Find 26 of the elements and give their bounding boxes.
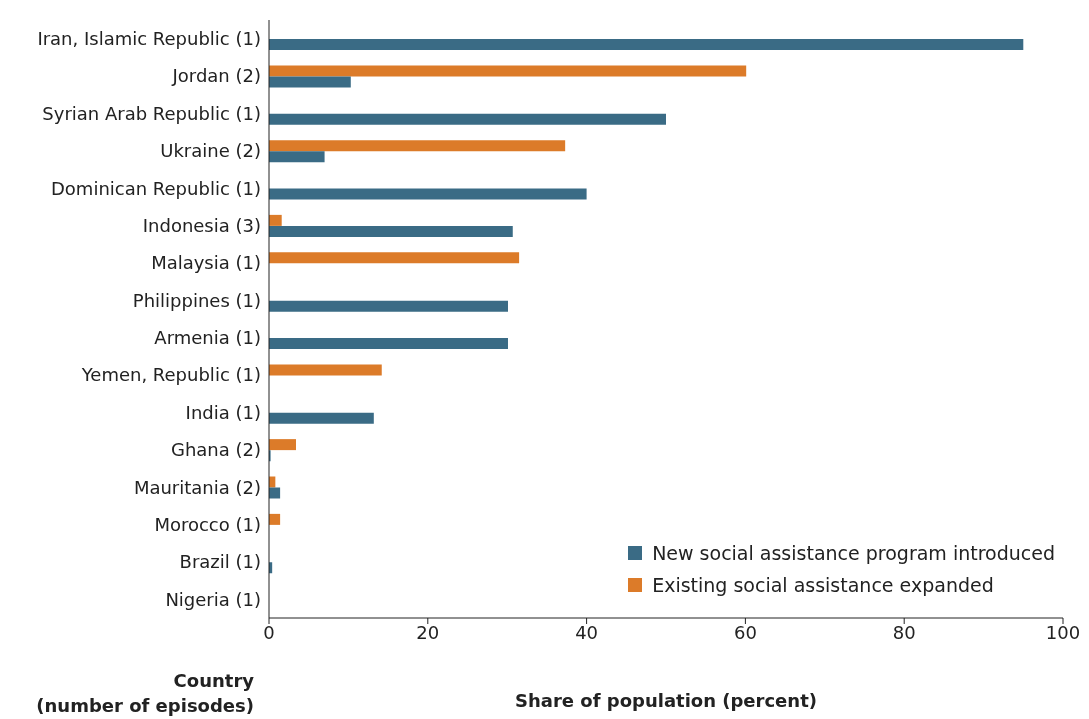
y-tick-label: Philippines (1): [132, 289, 261, 311]
x-axis-title: Share of population (percent): [514, 690, 818, 711]
y-tick-label: Dominican Republic (1): [50, 177, 261, 199]
legend-label: New social assistance program introduced: [652, 542, 1055, 564]
y-tick-label: Mauritania (2): [133, 476, 261, 498]
y-tick-label: Brazil (1): [179, 551, 261, 573]
y-tick-label: Malaysia (1): [151, 252, 261, 274]
x-tick-label: 0: [263, 621, 275, 643]
x-tick-label: 80: [892, 621, 916, 643]
y-tick-label: Yemen, Republic (1): [80, 364, 261, 386]
y-tick-label: Ukraine (2): [160, 140, 261, 162]
x-tick-label: 40: [575, 621, 599, 643]
y-tick-label: Syrian Arab Republic (1): [42, 102, 261, 124]
y-tick-label: Ghana (2): [170, 439, 261, 461]
x-tick-label: 20: [416, 621, 440, 643]
y-tick-label: Iran, Islamic Republic (1): [37, 28, 261, 50]
y-tick-label: Armenia (1): [154, 327, 261, 349]
x-tick-label: 100: [1045, 621, 1081, 643]
y-tick-label: Jordan (2): [171, 65, 261, 87]
y-tick-label: India (1): [185, 401, 261, 423]
y-axis-title: Country (number of episodes): [35, 669, 254, 718]
y-tick-label: Indonesia (3): [142, 214, 261, 236]
y-tick-label: Morocco (1): [154, 513, 261, 535]
legend-label: Existing social assistance expanded: [652, 574, 994, 596]
x-tick-label: 60: [733, 621, 757, 643]
y-tick-label: Nigeria (1): [165, 588, 261, 610]
